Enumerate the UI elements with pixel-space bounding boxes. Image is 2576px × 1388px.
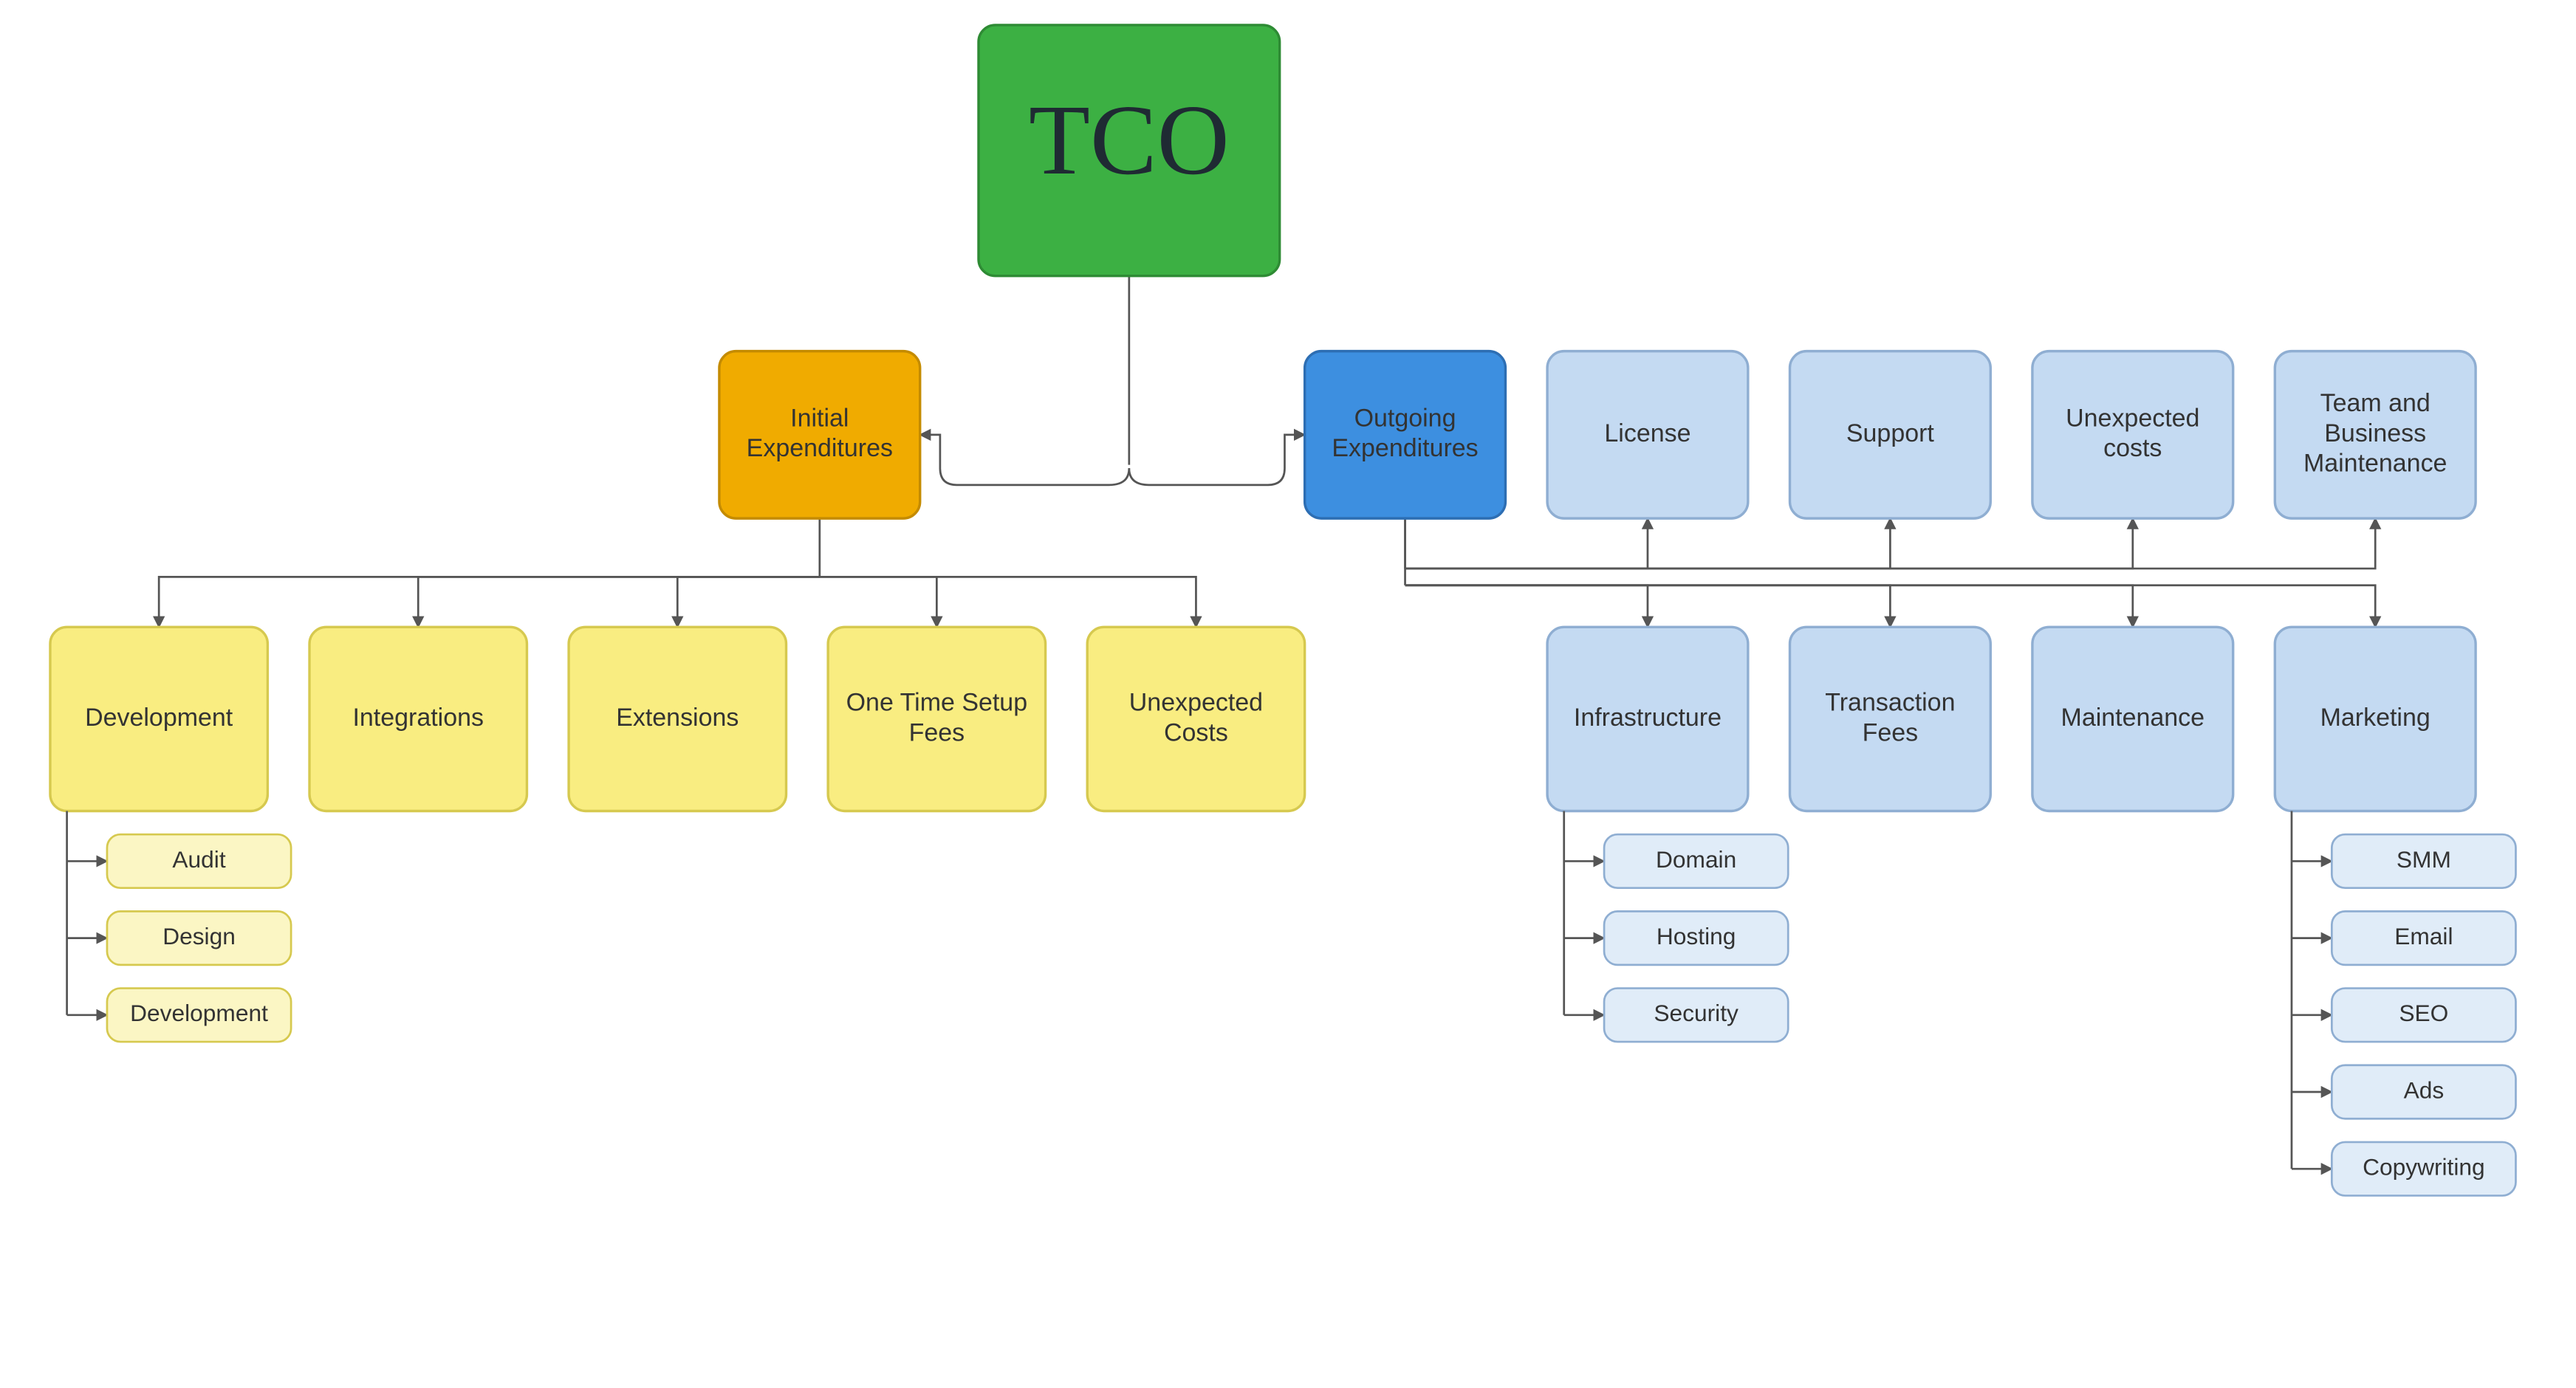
node-support: Support [1789, 351, 1990, 518]
node-label: License [1604, 419, 1690, 447]
node-maint: Maintenance [2032, 627, 2233, 811]
node-unexp_out: Unexpectedcosts [2032, 351, 2233, 518]
node-outgoing: OutgoingExpenditures [1305, 351, 1506, 518]
node-label: Maintenance [2303, 450, 2447, 478]
node-setup: One Time SetupFees [828, 627, 1045, 811]
node-extensions: Extensions [569, 627, 786, 811]
node-label: Unexpected [2066, 404, 2199, 432]
node-trans: TransactionFees [1789, 627, 1990, 811]
node-marketing: Marketing [2275, 627, 2476, 811]
subnode-marketing-2: SEO [2332, 989, 2515, 1042]
node-root: TCO [979, 25, 1280, 276]
node-label: Fees [909, 718, 965, 746]
subnode-marketing-4: Copywriting [2332, 1142, 2515, 1195]
subnode-label: SEO [2399, 1000, 2448, 1026]
subnode-dev-1: Design [107, 911, 291, 964]
subnode-label: Design [162, 923, 236, 949]
subnode-dev-2: Development [107, 989, 291, 1042]
node-label: Marketing [2320, 704, 2431, 732]
subnode-label: Security [1654, 1000, 1739, 1026]
node-label: Expenditures [747, 434, 893, 462]
subnode-marketing-1: Email [2332, 911, 2515, 964]
node-label: Extensions [616, 704, 739, 732]
tco-diagram: TCOInitialExpendituresOutgoingExpenditur… [0, 0, 2576, 1388]
subnode-label: Email [2394, 923, 2453, 949]
node-unexp_init: UnexpectedCosts [1087, 627, 1304, 811]
subnode-label: Copywriting [2363, 1154, 2485, 1181]
node-team: Team andBusiness Maintenance [2275, 351, 2476, 518]
node-label: Integrations [352, 704, 484, 732]
node-label: One Time Setup [846, 689, 1027, 717]
node-label: Outgoing [1354, 404, 1456, 432]
nodes: TCOInitialExpendituresOutgoingExpenditur… [50, 25, 2476, 811]
subnode-marketing-3: Ads [2332, 1065, 2515, 1119]
subnode-marketing-0: SMM [2332, 834, 2515, 887]
node-label: Unexpected [1129, 689, 1263, 717]
node-label: Costs [1164, 718, 1228, 746]
node-label: Team and [2320, 389, 2431, 417]
node-label: Maintenance [2061, 704, 2205, 732]
subnode-infra-2: Security [1604, 989, 1788, 1042]
subnode-label: Hosting [1657, 923, 1736, 949]
subnode-infra-0: Domain [1604, 834, 1788, 887]
node-label: Initial [790, 404, 849, 432]
node-label: Support [1846, 419, 1935, 447]
subnode-label: Audit [172, 846, 225, 873]
node-label: TCO [1029, 85, 1230, 196]
node-initial: InitialExpenditures [719, 351, 920, 518]
node-label: Transaction [1825, 689, 1955, 717]
node-license: License [1547, 351, 1748, 518]
subnode-label: Domain [1656, 846, 1736, 873]
node-integrations: Integrations [309, 627, 527, 811]
subnode-dev-0: Audit [107, 834, 291, 887]
subnode-label: Ads [2404, 1076, 2445, 1103]
node-label: Business [2324, 419, 2426, 447]
node-label: costs [2103, 434, 2162, 462]
node-infra: Infrastructure [1547, 627, 1748, 811]
subnode-label: SMM [2397, 846, 2451, 873]
node-label: Expenditures [1332, 434, 1478, 462]
subnodes: Audit Design Development Domain Hosting Secur… [67, 811, 2516, 1195]
node-label: Infrastructure [1574, 704, 1722, 732]
node-dev: Development [50, 627, 267, 811]
subnode-infra-1: Hosting [1604, 911, 1788, 964]
node-label: Development [85, 704, 233, 732]
node-label: Fees [1863, 718, 1919, 746]
subnode-label: Development [130, 1000, 268, 1026]
